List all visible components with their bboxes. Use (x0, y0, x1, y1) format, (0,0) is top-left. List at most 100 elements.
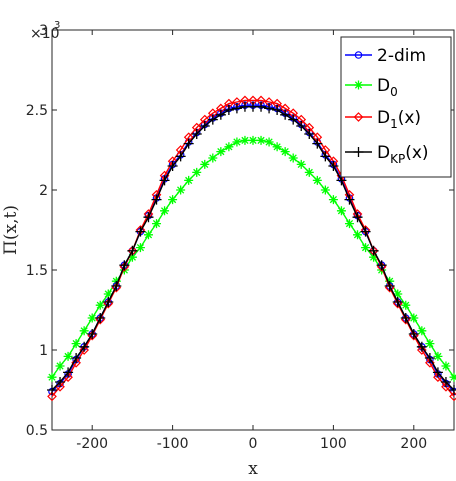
data-point (168, 195, 178, 205)
legend-marker (354, 51, 363, 59)
y-axis-label: Π(x,t) (1, 205, 21, 255)
series-3 (47, 101, 456, 395)
data-point (440, 377, 451, 387)
data-point (432, 367, 443, 378)
y-tick-label: 3 (39, 23, 48, 39)
data-point (103, 289, 113, 299)
data-point (328, 161, 339, 171)
data-point (103, 297, 114, 307)
x-tick-label: -200 (76, 436, 108, 452)
data-point (127, 245, 138, 256)
data-point (143, 212, 154, 223)
x-tick-label: 0 (249, 436, 258, 452)
data-point (392, 297, 403, 307)
data-point (312, 175, 322, 185)
data-point (95, 300, 105, 310)
data-point (272, 105, 283, 115)
y-tick-label: 1 (39, 343, 48, 359)
data-point (55, 361, 65, 371)
legend: 2-dim D0 D1(x) DKP(x) (340, 36, 452, 178)
y-tick-label: 1.5 (26, 263, 48, 279)
data-point (87, 329, 98, 339)
legend-marker (354, 80, 363, 90)
data-point (449, 385, 456, 395)
data-point (71, 339, 81, 349)
data-point (272, 142, 282, 152)
data-point (352, 212, 363, 223)
data-point (361, 243, 371, 253)
data-point (47, 391, 57, 402)
data-point (393, 289, 403, 299)
data-point (184, 175, 194, 185)
data-point (280, 147, 290, 157)
data-point (200, 159, 210, 169)
data-point (143, 230, 153, 240)
data-point (207, 114, 218, 125)
data-point (63, 351, 73, 361)
data-point (63, 367, 74, 378)
data-point (256, 101, 267, 112)
data-point (409, 313, 419, 323)
data-point (87, 313, 97, 323)
data-point (264, 137, 274, 147)
data-point (376, 260, 387, 271)
data-point (79, 345, 90, 355)
data-point (47, 372, 57, 382)
data-point (401, 300, 411, 310)
legend-label: D0 (377, 76, 398, 99)
axis-ticks (52, 29, 454, 431)
data-point (449, 372, 456, 382)
data-point (175, 151, 186, 162)
data-point (191, 129, 202, 139)
data-point (408, 329, 419, 339)
data-point (240, 135, 250, 145)
data-point (384, 281, 395, 291)
y-multiplier-exponent: 3 (54, 20, 60, 31)
legend-marker (353, 112, 364, 122)
data-point (304, 129, 315, 139)
y-tick-label: 0.5 (26, 423, 48, 439)
data-point (353, 230, 363, 240)
data-point (296, 159, 306, 169)
data-point (232, 137, 242, 147)
data-point (369, 252, 379, 262)
data-point (264, 103, 275, 114)
legend-item: 2-dim (345, 46, 426, 66)
data-point (248, 135, 258, 145)
data-point (167, 161, 178, 171)
data-point (344, 194, 355, 205)
data-point (425, 339, 435, 349)
data-point (441, 361, 451, 371)
data-point (296, 121, 307, 131)
data-point (151, 194, 162, 205)
data-point (417, 326, 427, 336)
data-point (416, 345, 427, 355)
y-tick-label: 2.5 (26, 103, 48, 119)
legend-label: DKP(x) (377, 143, 429, 166)
data-point (199, 121, 210, 131)
data-point (47, 385, 57, 395)
data-point (424, 353, 435, 363)
data-point (216, 147, 226, 157)
data-point (360, 226, 371, 237)
data-point (176, 185, 186, 195)
data-point (328, 195, 338, 205)
x-tick-label: 200 (400, 436, 427, 452)
data-point (231, 103, 242, 114)
data-point (449, 391, 456, 402)
data-point (312, 138, 323, 149)
data-point (208, 153, 218, 163)
data-point (127, 252, 137, 262)
data-point (223, 105, 234, 115)
tick-labels: -200 -100 0 100 200 0.5 1 1.5 2 2.5 3 (26, 23, 427, 452)
data-point (304, 167, 314, 177)
y-tick-label: 2 (39, 183, 48, 199)
x-axis-label: x (248, 459, 258, 479)
data-point (95, 313, 106, 323)
data-point (79, 341, 90, 352)
data-point (111, 281, 122, 291)
data-point (183, 138, 194, 149)
y-multiplier: ×10 3 (30, 20, 60, 42)
data-point (256, 135, 266, 145)
data-point (71, 353, 82, 363)
